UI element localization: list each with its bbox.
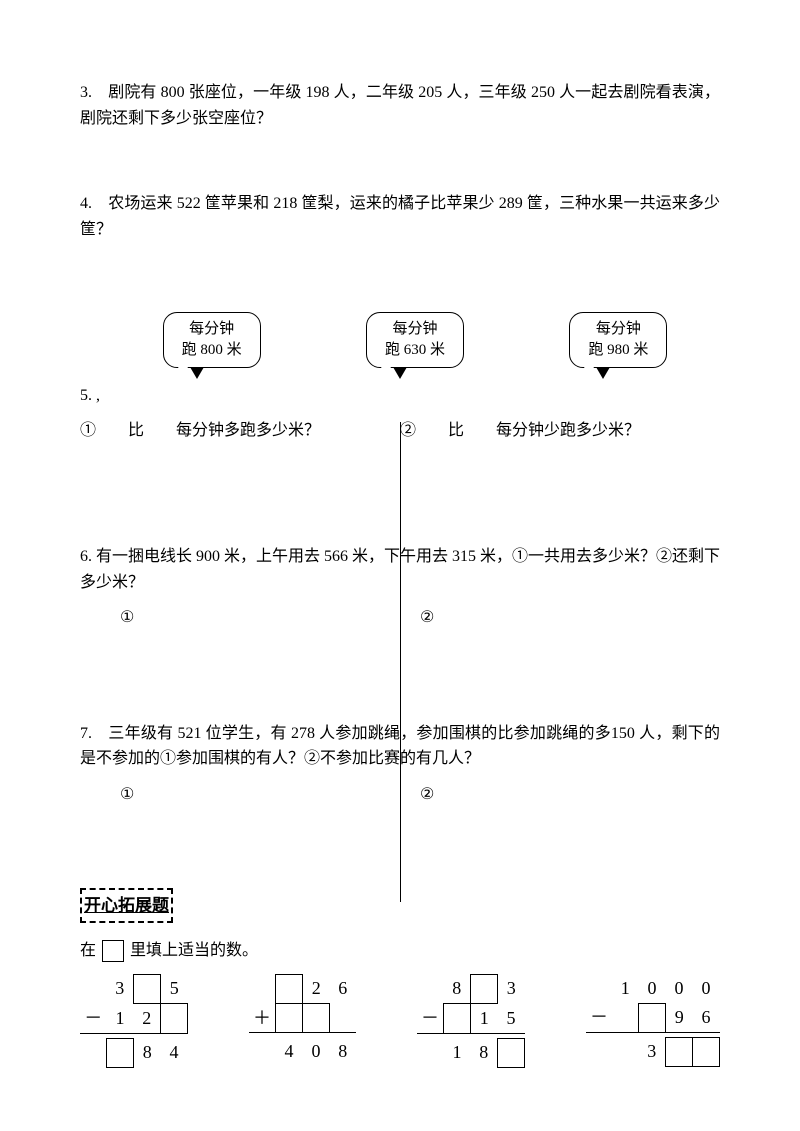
split-container: 5. , 每分钟 跑 800 米 每分钟 跑 630 米 xyxy=(80,302,720,807)
blank-box[interactable] xyxy=(107,1038,134,1067)
speech-bubble: 每分钟 跑 980 米 xyxy=(569,312,667,368)
blank-box[interactable] xyxy=(303,1004,330,1033)
vertical-divider xyxy=(400,422,401,902)
op: － xyxy=(80,1004,107,1034)
d: 0 xyxy=(639,974,666,1003)
d: 9 xyxy=(666,1003,693,1032)
q3-num: 3. xyxy=(80,84,92,101)
blank-box[interactable] xyxy=(639,1003,666,1032)
q3-body: 剧院有 800 张座位，一年级 198 人，二年级 205 人，三年级 250 … xyxy=(80,84,720,127)
d: 8 xyxy=(471,1038,498,1067)
q5-num: 5. , xyxy=(80,383,100,409)
d: 1 xyxy=(471,1004,498,1034)
arithmetic-row: 35 －12 84 26 ＋ 408 83 －15 18 1000 －96 3 xyxy=(80,974,720,1068)
bubble-1: 每分钟 跑 800 米 xyxy=(163,312,261,388)
d: 4 xyxy=(161,1038,188,1067)
q7-c2: ② xyxy=(420,782,720,808)
d: 1 xyxy=(612,974,639,1003)
d: 8 xyxy=(134,1038,161,1067)
bubble-tail-icon xyxy=(190,367,204,379)
fill-a: 在 xyxy=(80,942,96,959)
fill-b: 里填上适当的数。 xyxy=(130,942,258,959)
bubble-tail-icon xyxy=(596,367,610,379)
blank-box[interactable] xyxy=(161,1004,188,1034)
bubble2-l2: 跑 630 米 xyxy=(385,340,445,361)
bubble1-l2: 跑 800 米 xyxy=(182,340,242,361)
bubble3-l2: 跑 980 米 xyxy=(588,340,648,361)
q5-sub1: ① 比 每分钟多跑多少米？ xyxy=(80,418,400,444)
d: 0 xyxy=(303,1037,330,1066)
section-title: 开心拓展题 xyxy=(84,896,169,915)
bubble-tail-icon xyxy=(393,367,407,379)
d: 5 xyxy=(498,1004,525,1034)
d: 2 xyxy=(303,974,330,1003)
question-3: 3. 剧院有 800 张座位，一年级 198 人，二年级 205 人，三年级 2… xyxy=(80,80,720,131)
bubble-tail-inner xyxy=(584,367,594,376)
bubble-tail-inner xyxy=(381,367,391,376)
q6-c2: ② xyxy=(420,605,720,631)
d: 2 xyxy=(134,1004,161,1034)
d: 1 xyxy=(444,1038,471,1067)
q3-text: 3. 剧院有 800 张座位，一年级 198 人，二年级 205 人，三年级 2… xyxy=(80,80,720,131)
op: ＋ xyxy=(249,1004,276,1033)
d: 0 xyxy=(693,974,720,1003)
blank-box[interactable] xyxy=(693,1037,720,1066)
d: 1 xyxy=(107,1004,134,1034)
q7-c1: ① xyxy=(120,782,420,808)
speech-bubble: 每分钟 跑 800 米 xyxy=(163,312,261,368)
q4-body: 农场运来 522 筐苹果和 218 筐梨，运来的橘子比苹果少 289 筐，三种水… xyxy=(80,195,720,238)
bubble1-l1: 每分钟 xyxy=(182,319,242,340)
blank-box[interactable] xyxy=(471,974,498,1003)
q6-c1: ① xyxy=(120,605,420,631)
d: 0 xyxy=(666,974,693,1003)
bubble-3: 每分钟 跑 980 米 xyxy=(569,312,667,388)
arith-problem-3: 83 －15 18 xyxy=(417,974,525,1068)
d: 8 xyxy=(330,1037,357,1066)
blank-box[interactable] xyxy=(498,1038,525,1067)
q4-text: 4. 农场运来 522 筐苹果和 218 筐梨，运来的橘子比苹果少 289 筐，… xyxy=(80,191,720,242)
q4-num: 4. xyxy=(80,195,92,212)
d: 6 xyxy=(330,974,357,1003)
d: 4 xyxy=(276,1037,303,1066)
bubble-2: 每分钟 跑 630 米 xyxy=(366,312,464,388)
q5-sub2: ② 比 每分钟少跑多少米？ xyxy=(400,418,720,444)
arith-problem-4: 1000 －96 3 xyxy=(586,974,720,1068)
blank-box[interactable] xyxy=(276,1004,303,1033)
bubble3-l1: 每分钟 xyxy=(588,319,648,340)
blank-box[interactable] xyxy=(276,974,303,1003)
question-4: 4. 农场运来 522 筐苹果和 218 筐梨，运来的橘子比苹果少 289 筐，… xyxy=(80,191,720,242)
d: 3 xyxy=(498,974,525,1003)
op: － xyxy=(586,1003,612,1032)
section-title-box: 开心拓展题 xyxy=(80,888,173,924)
d: 8 xyxy=(444,974,471,1003)
q5-row: 5. , 每分钟 跑 800 米 每分钟 跑 630 米 xyxy=(80,302,720,408)
bubble2-l1: 每分钟 xyxy=(385,319,445,340)
d: 3 xyxy=(107,974,134,1003)
d: 6 xyxy=(693,1003,720,1032)
blank-box[interactable] xyxy=(666,1037,693,1066)
bubble-tail-inner xyxy=(178,367,188,376)
op: － xyxy=(417,1004,444,1034)
bubbles-row: 每分钟 跑 800 米 每分钟 跑 630 米 每分钟 跑 980 米 xyxy=(110,312,720,388)
blank-box[interactable] xyxy=(444,1004,471,1034)
speech-bubble: 每分钟 跑 630 米 xyxy=(366,312,464,368)
empty-box-icon xyxy=(102,940,124,962)
d: 3 xyxy=(639,1037,666,1066)
d: 5 xyxy=(161,974,188,1003)
fill-intro: 在 里填上适当的数。 xyxy=(80,938,720,964)
arith-problem-1: 35 －12 84 xyxy=(80,974,188,1068)
arith-problem-2: 26 ＋ 408 xyxy=(249,974,356,1068)
blank-box[interactable] xyxy=(134,974,161,1003)
